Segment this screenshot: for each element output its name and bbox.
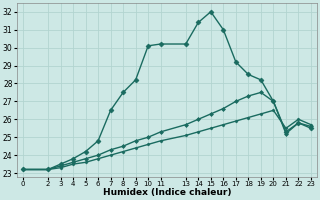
X-axis label: Humidex (Indice chaleur): Humidex (Indice chaleur) [103, 188, 231, 197]
